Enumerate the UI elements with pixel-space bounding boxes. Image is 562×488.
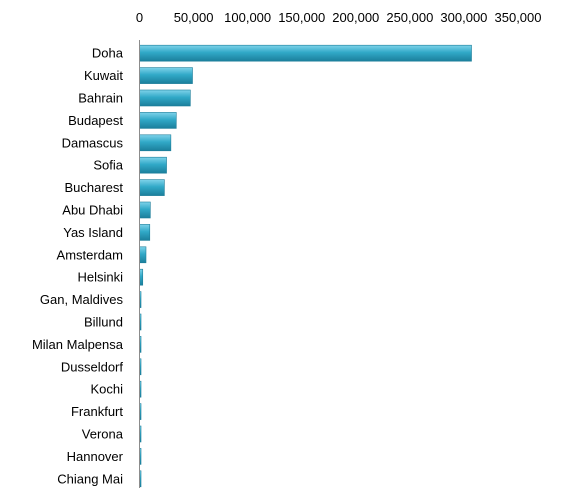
category-label: Sofia (93, 158, 123, 173)
bar (139, 67, 193, 84)
category-label: Helsinki (77, 270, 123, 285)
bar (139, 112, 177, 129)
x-tick-label: 150,000 (278, 10, 325, 25)
x-tick-label: 100,000 (224, 10, 271, 25)
category-label: Amsterdam (57, 247, 123, 262)
bar (139, 246, 147, 264)
category-label: Bucharest (64, 180, 123, 195)
x-tick-label: 350,000 (495, 10, 542, 25)
category-label: Kochi (90, 382, 123, 397)
category-label: Abu Dhabi (62, 203, 123, 218)
category-label: Doha (92, 46, 124, 61)
x-tick-label: 0 (136, 10, 143, 25)
bar (139, 201, 151, 219)
category-label: Kuwait (84, 68, 123, 83)
x-tick-label: 250,000 (386, 10, 433, 25)
bars (139, 44, 472, 488)
x-tick-label: 200,000 (332, 10, 379, 25)
category-label: Damascus (62, 135, 124, 150)
category-label: Bahrain (78, 91, 123, 106)
bar (139, 224, 151, 241)
bar (139, 44, 472, 62)
category-label: Chiang Mai (57, 471, 123, 486)
category-label: Verona (82, 427, 124, 442)
category-labels: Doha Kuwait Bahrain Budapest Damascus Sofia Bu… (32, 46, 124, 487)
bar (139, 179, 165, 196)
x-tick-label: 50,000 (174, 10, 214, 25)
bar (139, 156, 167, 174)
category-label: Yas Island (63, 225, 123, 240)
category-label: Budapest (68, 113, 123, 128)
category-label: Milan Malpensa (32, 337, 124, 352)
x-tick-label: 300,000 (440, 10, 487, 25)
category-label: Frankfurt (71, 404, 123, 419)
bar (139, 89, 191, 107)
category-label: Gan, Maldives (40, 292, 124, 307)
category-label: Hannover (67, 449, 124, 464)
x-axis-ticks: 0 50,000 100,000 150,000 200,000 250,000 300,0… (136, 10, 542, 25)
category-label: Billund (84, 315, 123, 330)
bar (139, 134, 172, 152)
category-label: Dusseldorf (61, 359, 124, 374)
